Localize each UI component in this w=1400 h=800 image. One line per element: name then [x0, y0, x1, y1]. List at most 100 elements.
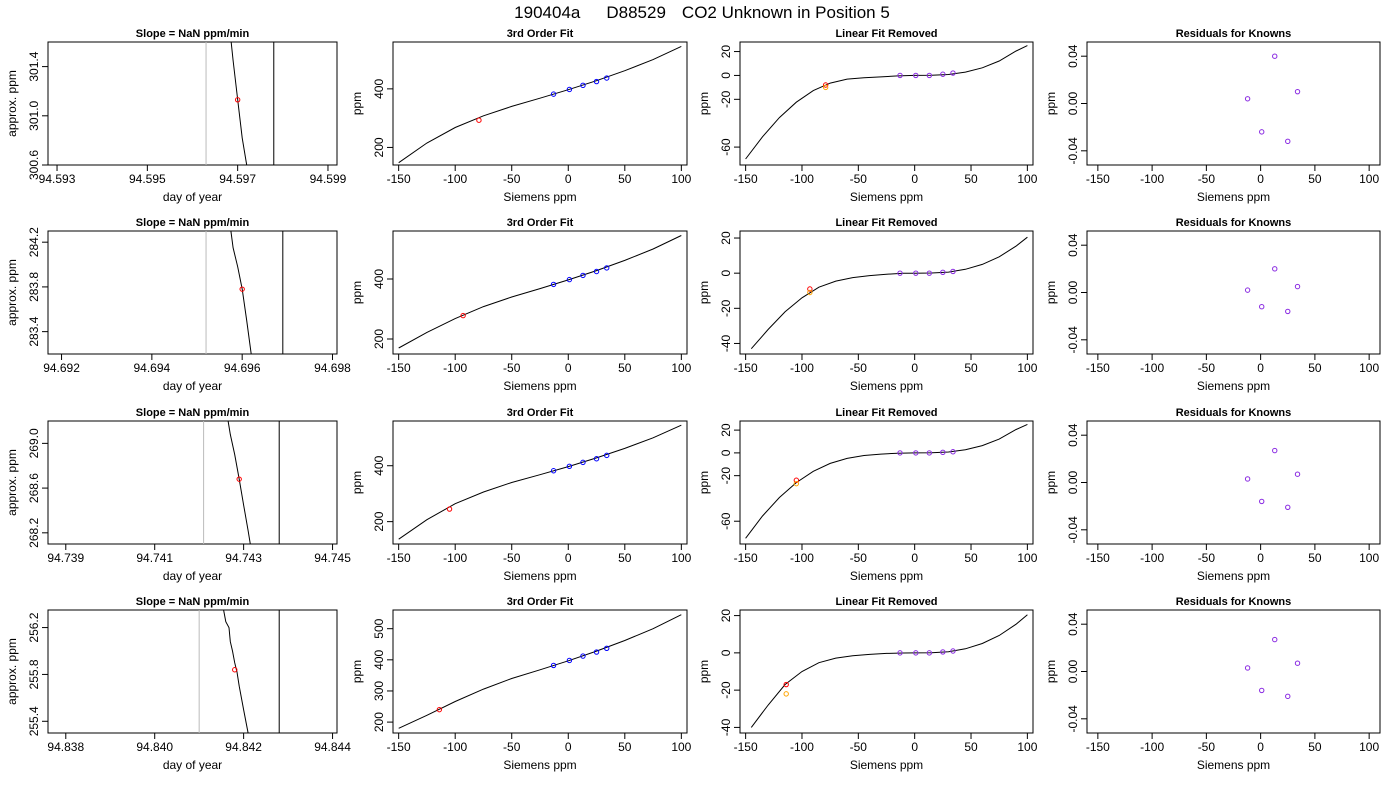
x-tick-label: -100 [443, 551, 467, 565]
y-tick-label: -40 [719, 718, 733, 736]
y-axis-label: ppm [1044, 281, 1058, 304]
x-tick-label: 0 [1257, 172, 1264, 186]
y-tick-label: 200 [372, 712, 386, 732]
panel-r3-c0: Slope = NaN ppm/min day of year approx. pp… [5, 596, 351, 772]
panel-grid: Slope = NaN ppm/min day of year approx. pp… [5, 28, 1381, 772]
x-tick-label: -50 [1198, 172, 1216, 186]
y-axis-label: ppm [697, 471, 711, 494]
data-point [604, 265, 610, 271]
data-point [822, 84, 829, 91]
data-point [783, 681, 789, 688]
x-tick-label: 94.743 [225, 551, 262, 565]
y-tick-label: 255.4 [27, 706, 41, 736]
x-tick-label: -150 [734, 551, 758, 565]
x-tick-label: 0 [565, 361, 572, 375]
x-axis-label: Siemens ppm [850, 569, 923, 583]
panel-title: Linear Fit Removed [835, 217, 937, 229]
plot-content [750, 236, 1028, 350]
x-tick-label: -150 [387, 361, 411, 375]
x-tick-label: -150 [734, 740, 758, 754]
y-axis-label: ppm [697, 660, 711, 683]
fit-curve [745, 423, 1028, 539]
x-tick-label: 50 [964, 361, 978, 375]
data-point [1259, 498, 1265, 505]
fit-curve [745, 45, 1028, 160]
data-point [436, 706, 443, 713]
data-point [566, 463, 573, 469]
plot-frame [47, 420, 338, 545]
plot-frame [47, 230, 338, 355]
y-tick-label: -20 [719, 467, 733, 485]
panel-r1-c3: Residuals for Knowns Siemens ppm ppm -150 -1… [1044, 217, 1381, 393]
data-point [550, 281, 557, 288]
x-tick-label: -100 [1140, 172, 1164, 186]
y-axis-label: ppm [350, 281, 364, 304]
x-tick-label: 94.741 [136, 551, 173, 565]
data-point [550, 91, 557, 97]
data-point [793, 477, 800, 483]
x-tick-label: -100 [790, 740, 814, 754]
data-point [950, 70, 956, 76]
y-tick-label: 400 [372, 269, 386, 289]
plot-frame [392, 420, 688, 545]
x-tick-label: 50 [964, 740, 978, 754]
y-tick-label: -20 [719, 681, 733, 699]
data-point [940, 71, 946, 77]
data-point [1259, 687, 1265, 694]
data-point [604, 645, 610, 652]
data-point [926, 270, 933, 276]
fit-curve [398, 45, 682, 164]
data-point [926, 650, 933, 656]
x-axis-label: Siemens ppm [1197, 758, 1270, 772]
panel-r2-c1: 3rd Order Fit Siemens ppm ppm -150 -100 -50 0 5… [350, 407, 692, 583]
y-tick-label: 0.00 [1066, 659, 1080, 683]
x-tick-label: 50 [1308, 551, 1322, 565]
data-point [897, 450, 903, 456]
data-point [940, 269, 946, 275]
data-point [604, 75, 610, 81]
y-tick-label: 400 [372, 455, 386, 475]
data-point [1244, 96, 1251, 102]
y-tick-label: -60 [719, 138, 733, 156]
x-tick-label: -100 [1140, 551, 1164, 565]
panel-title: Slope = NaN ppm/min [136, 407, 250, 419]
fit-curve [398, 424, 682, 540]
panel-r1-c0: Slope = NaN ppm/min day of year approx. pp… [5, 217, 351, 393]
y-axis-label: ppm [697, 281, 711, 304]
panel-r3-c3: Residuals for Knowns Siemens ppm ppm -150 -1… [1044, 596, 1381, 772]
x-tick-label: 0 [911, 361, 918, 375]
x-axis-label: Siemens ppm [1197, 569, 1270, 583]
panel-r3-c1: 3rd Order Fit Siemens ppm ppm -150 -100 -50 0 5… [350, 596, 692, 772]
x-tick-label: -150 [387, 740, 411, 754]
y-axis-label: ppm [350, 92, 364, 115]
x-tick-label: 100 [671, 361, 691, 375]
x-tick-label: 0 [565, 172, 572, 186]
x-axis-label: Siemens ppm [1197, 190, 1270, 204]
x-tick-label: 94.838 [47, 740, 84, 754]
fit-curve [750, 236, 1028, 350]
y-tick-label: 400 [372, 649, 386, 669]
panel-title: Residuals for Knowns [1176, 407, 1292, 419]
x-axis-label: Siemens ppm [503, 758, 576, 772]
x-tick-label: 50 [1308, 740, 1322, 754]
x-axis-label: day of year [163, 190, 222, 204]
x-tick-label: -150 [1086, 740, 1110, 754]
data-point [1259, 129, 1265, 135]
plot-content [750, 614, 1028, 728]
data-point [897, 72, 903, 79]
data-point [1244, 476, 1251, 482]
y-tick-label: 500 [372, 618, 386, 638]
data-point [580, 82, 586, 89]
y-tick-label: 0 [719, 72, 733, 79]
panel-title: Slope = NaN ppm/min [136, 217, 250, 229]
x-tick-label: -150 [1086, 172, 1110, 186]
x-tick-label: -100 [443, 172, 467, 186]
data-point [234, 97, 241, 103]
x-tick-label: -50 [503, 551, 521, 565]
data-point [1294, 88, 1301, 95]
panel-title: 3rd Order Fit [507, 407, 574, 419]
data-point [580, 459, 586, 466]
data-point [807, 286, 813, 292]
x-tick-label: 100 [1359, 172, 1379, 186]
